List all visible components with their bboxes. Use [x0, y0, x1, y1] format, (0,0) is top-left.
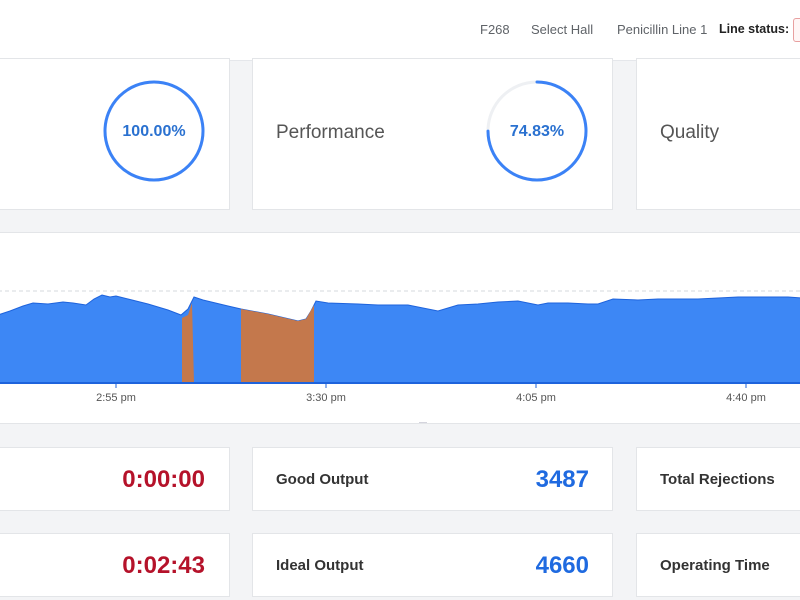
stat-value: 0:00:00: [122, 466, 205, 493]
stat-value: 4660: [535, 552, 589, 579]
x-tick-label: 3:30 pm: [306, 392, 346, 404]
stat-card-good-output: Good Output 3487: [252, 447, 613, 511]
production-chart-svg: 2:55 pm 3:30 pm 4:05 pm 4:40 pm: [0, 290, 800, 424]
downtime-area-2: [241, 305, 314, 383]
line-status-badge: [793, 18, 800, 42]
line-selector[interactable]: Penicillin Line 1: [617, 22, 708, 37]
stat-card-lost-time: 0:02:43: [0, 533, 230, 597]
top-bar: F268 Select Hall Penicillin Line 1 Line …: [0, 0, 800, 61]
stat-label: Ideal Output: [276, 557, 364, 574]
performance-value: 74.83%: [509, 123, 565, 140]
stat-card-ideal-output: Ideal Output 4660: [252, 533, 613, 597]
downtime-area-1: [182, 303, 194, 383]
availability-ring: [103, 80, 205, 182]
availability-value: 100.00%: [122, 123, 186, 140]
quality-card: Quality: [636, 58, 800, 210]
stat-card-downtime: 0:00:00: [0, 447, 230, 511]
availability-card: 100.00%: [0, 58, 230, 210]
stat-card-total-rejections: Total Rejections: [636, 447, 800, 511]
stat-card-operating-time: Operating Time: [636, 533, 800, 597]
metric-label-performance: Performance: [276, 122, 385, 143]
stat-label: Total Rejections: [660, 471, 775, 488]
x-tick-label: 4:40 pm: [726, 392, 766, 404]
metric-label-quality: Quality: [660, 122, 720, 143]
performance-card: Performance 74.83%: [252, 58, 613, 210]
x-tick-label: 2:55 pm: [96, 392, 136, 404]
production-chart: 2:55 pm 3:30 pm 4:05 pm 4:40 pm: [0, 232, 800, 424]
running-area: [0, 294, 800, 384]
hall-selector[interactable]: Select Hall: [531, 22, 594, 37]
plant-selector[interactable]: F268: [480, 22, 510, 37]
stat-value: 0:02:43: [122, 552, 205, 579]
stat-label: Operating Time: [660, 557, 770, 574]
line-status-label: Line status:: [719, 22, 790, 36]
performance-ring: [486, 80, 588, 182]
stat-value: 3487: [535, 466, 589, 493]
stat-label: Good Output: [276, 471, 369, 488]
x-tick-label: 4:05 pm: [516, 392, 556, 404]
